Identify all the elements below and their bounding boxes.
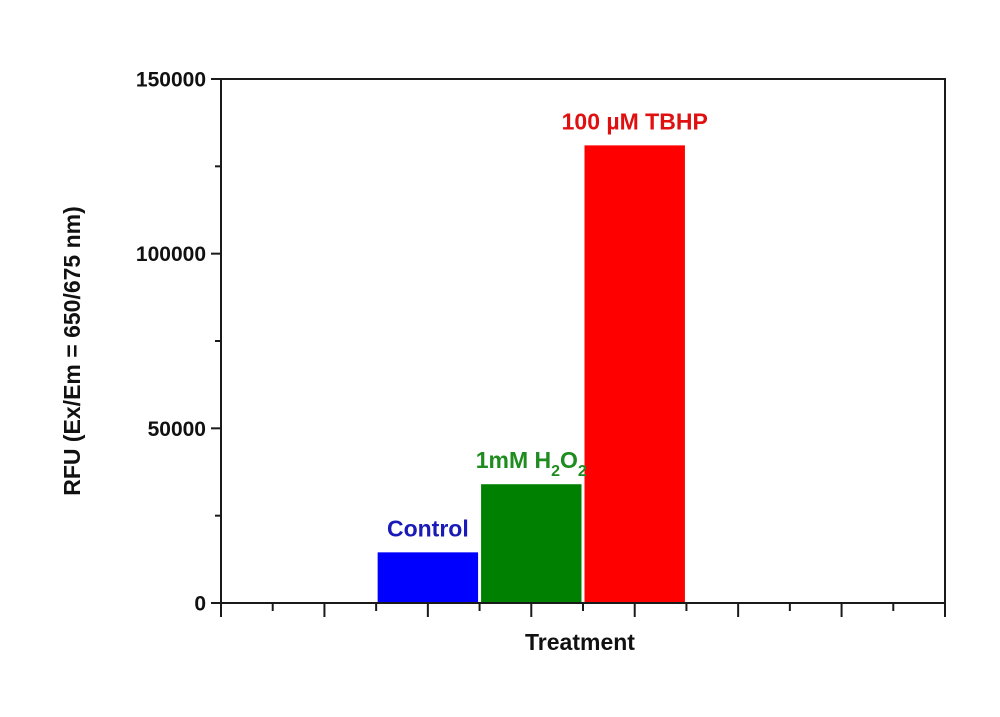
bar-100-m-tbhp: [584, 145, 685, 603]
bar-1mm-h2o2: [481, 484, 582, 603]
y-tick-label: 150000: [136, 69, 206, 92]
y-tick-label: 50000: [148, 418, 206, 441]
x-axis-title: Treatment: [525, 629, 635, 655]
bar-label: 1mM H2O2: [476, 447, 587, 480]
bar-control: [377, 552, 479, 603]
bar-label: 100 µM TBHP: [562, 108, 708, 134]
bar-label: Control: [387, 515, 469, 541]
x-axis-ticks: [220, 603, 946, 617]
bars: [377, 145, 685, 603]
bar-labels: Control 1mM H2O2 100 µM TBHP: [387, 108, 708, 541]
y-axis-ticks: 0 50000 100000 150000: [136, 69, 221, 616]
y-tick-label: 100000: [136, 243, 206, 266]
y-tick-label: 0: [194, 593, 206, 616]
y-axis-title: RFU (Ex/Em = 650/675 nm): [59, 206, 85, 496]
